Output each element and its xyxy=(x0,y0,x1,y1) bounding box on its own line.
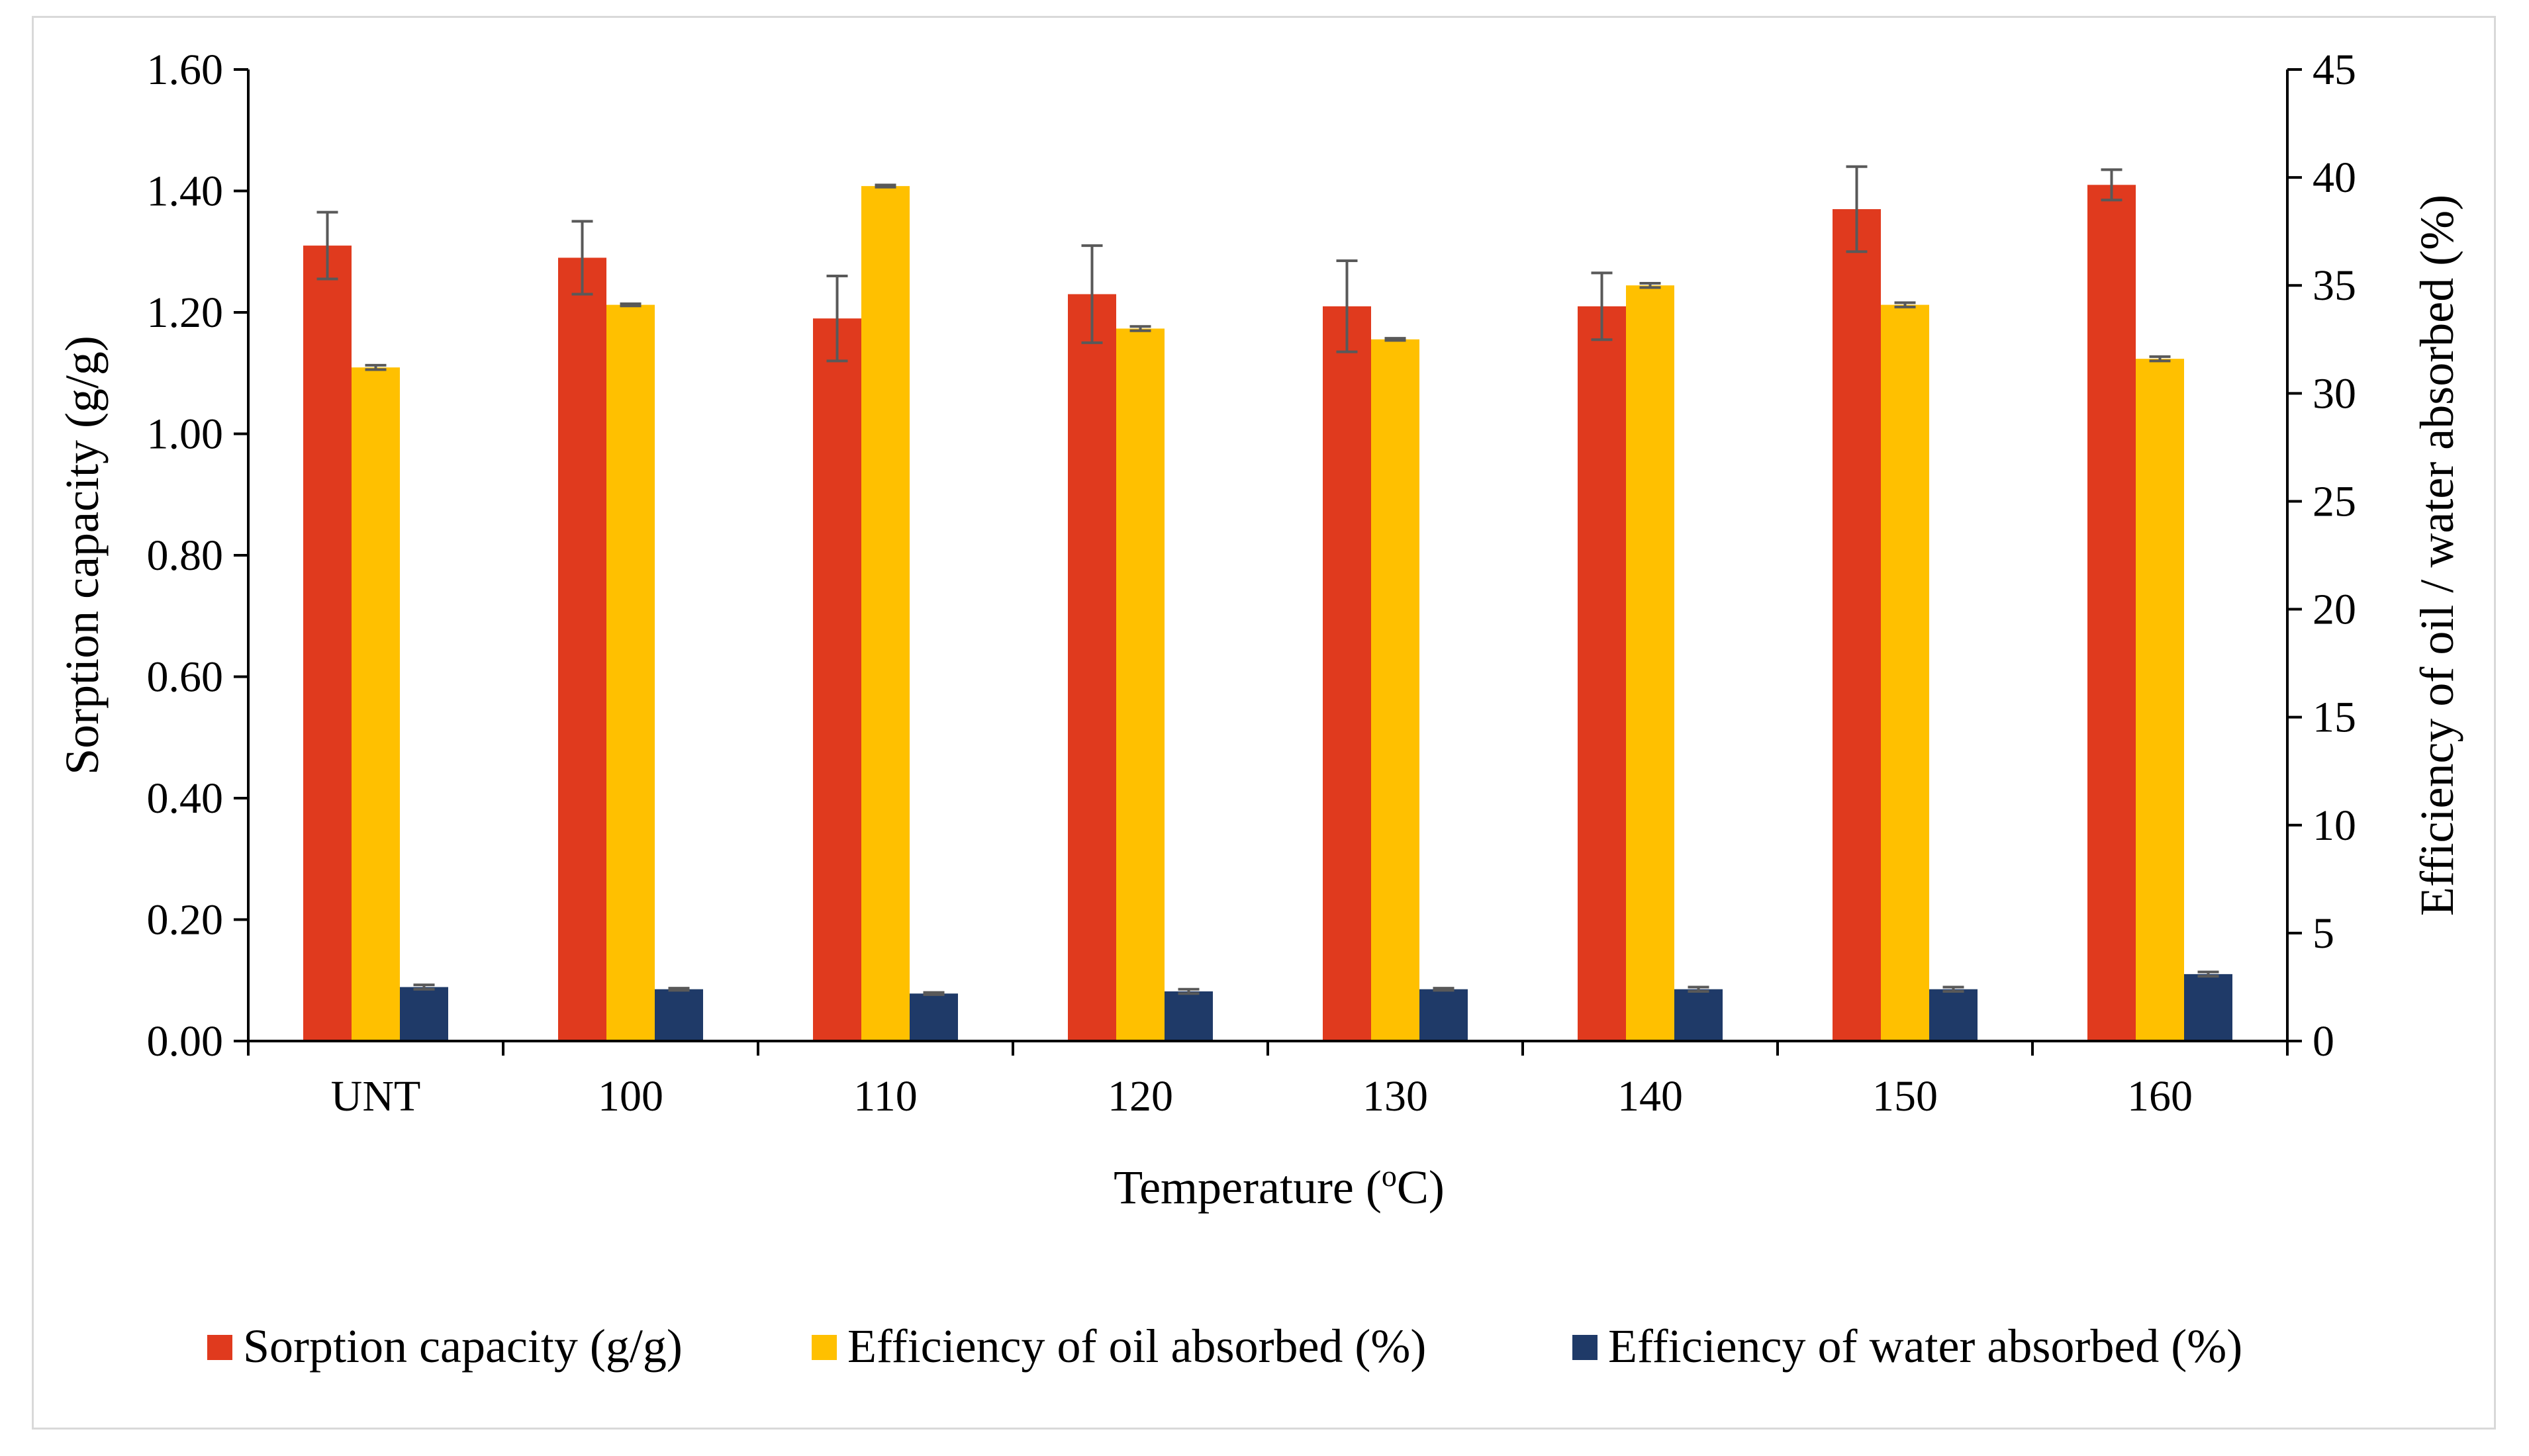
bar-sorption xyxy=(303,246,352,1042)
x-axis-title: Temperature (oC) xyxy=(1114,1159,1445,1214)
left-tick-label: 0.20 xyxy=(147,896,224,944)
axes xyxy=(247,69,2289,1042)
y-axis-title-left: Sorption capacity (g/g) xyxy=(56,336,109,775)
bar-sorption xyxy=(1068,294,1116,1042)
bar-oil xyxy=(1116,328,1165,1041)
left-axis-ticks: 0.00 0.20 0.40 0.60 0.80 1.00 1.20 1.40 1.60 xyxy=(147,46,248,1066)
bar-sorption xyxy=(1833,209,1881,1041)
left-tick-label: 0.80 xyxy=(147,531,224,580)
right-tick-label: 35 xyxy=(2313,261,2356,310)
bar-oil xyxy=(1881,304,1929,1041)
y-axis-title-right: Efficiency of oil / water absorbed (%) xyxy=(2410,195,2463,916)
bar-water xyxy=(1674,989,1723,1041)
right-tick-label: 25 xyxy=(2313,477,2356,525)
legend-swatch-water xyxy=(1572,1335,1598,1360)
x-axis-ticks: UNT 100 110 120 130 140 150 160 xyxy=(247,1041,2289,1120)
x-tick-label: 140 xyxy=(1617,1072,1683,1120)
left-tick-label: 1.40 xyxy=(147,167,224,216)
left-tick-label: 1.60 xyxy=(147,46,224,94)
x-axis-title-sup: o xyxy=(1382,1159,1397,1193)
right-tick-label: 5 xyxy=(2313,909,2334,958)
bar-water xyxy=(1165,991,1213,1041)
bar-sorption xyxy=(1323,306,1371,1042)
right-tick-label: 40 xyxy=(2313,154,2356,202)
legend-label-water: Efficiency of water absorbed (%) xyxy=(1608,1320,2242,1373)
bar-oil xyxy=(1626,285,1674,1042)
x-tick-label: 100 xyxy=(598,1072,663,1120)
bar-sorption xyxy=(1578,306,1626,1042)
chart-frame xyxy=(32,16,2496,1430)
bar-water xyxy=(655,989,703,1041)
x-tick-label: 130 xyxy=(1362,1072,1428,1120)
bar-sorption xyxy=(813,318,861,1041)
legend-item-sorption: Sorption capacity (g/g) xyxy=(207,1320,683,1373)
left-tick-label: 1.00 xyxy=(147,410,224,459)
legend-item-oil: Efficiency of oil absorbed (%) xyxy=(812,1320,1426,1373)
bar-water xyxy=(2184,974,2232,1041)
right-axis-ticks: 0 5 10 15 20 25 30 35 40 45 xyxy=(2287,46,2356,1066)
left-tick-label: 0.40 xyxy=(147,774,224,823)
legend-item-water: Efficiency of water absorbed (%) xyxy=(1572,1320,2242,1373)
legend-label-oil: Efficiency of oil absorbed (%) xyxy=(847,1320,1426,1373)
left-tick-label: 1.20 xyxy=(147,289,224,337)
legend-swatch-oil xyxy=(812,1335,837,1360)
x-axis-title-main: Temperature ( xyxy=(1114,1161,1382,1214)
bar-water xyxy=(400,987,448,1041)
legend-swatch-sorption xyxy=(207,1335,232,1360)
bar-water xyxy=(1929,989,1978,1041)
right-tick-label: 10 xyxy=(2313,801,2356,850)
plot-area xyxy=(303,165,2232,1042)
legend-label-sorption: Sorption capacity (g/g) xyxy=(243,1320,683,1373)
right-tick-label: 20 xyxy=(2313,586,2356,634)
x-tick-label: UNT xyxy=(331,1072,421,1120)
x-tick-label: 160 xyxy=(2127,1072,2193,1120)
x-tick-label: 110 xyxy=(853,1072,918,1120)
bar-water xyxy=(1419,989,1468,1041)
bar-oil xyxy=(606,304,655,1041)
right-tick-label: 0 xyxy=(2313,1017,2334,1066)
x-tick-label: 120 xyxy=(1108,1072,1173,1120)
left-tick-label: 0.60 xyxy=(147,653,224,702)
right-tick-label: 15 xyxy=(2313,694,2356,742)
bar-sorption xyxy=(558,257,606,1041)
bar-oil xyxy=(1371,339,1419,1041)
legend: Sorption capacity (g/g) Efficiency of oi… xyxy=(207,1320,2242,1373)
bar-oil xyxy=(861,186,910,1041)
right-tick-label: 45 xyxy=(2313,46,2356,94)
bar-oil xyxy=(2136,359,2184,1042)
x-tick-label: 150 xyxy=(1872,1072,1938,1120)
bar-sorption xyxy=(2087,185,2136,1042)
right-tick-label: 30 xyxy=(2313,369,2356,418)
bar-oil xyxy=(352,367,400,1041)
x-axis-title-end: C) xyxy=(1397,1161,1445,1214)
left-tick-label: 0.00 xyxy=(147,1017,224,1066)
bar-water xyxy=(910,993,958,1041)
